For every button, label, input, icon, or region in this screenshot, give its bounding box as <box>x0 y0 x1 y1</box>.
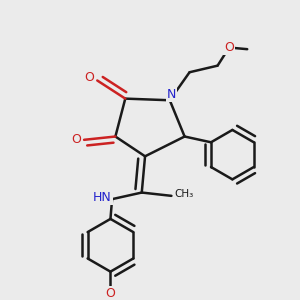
Text: O: O <box>106 286 116 300</box>
Text: O: O <box>224 41 234 54</box>
Text: N: N <box>167 88 176 101</box>
Text: HN: HN <box>93 191 112 204</box>
Text: O: O <box>84 71 94 84</box>
Text: CH₃: CH₃ <box>174 189 194 199</box>
Text: O: O <box>71 133 81 146</box>
